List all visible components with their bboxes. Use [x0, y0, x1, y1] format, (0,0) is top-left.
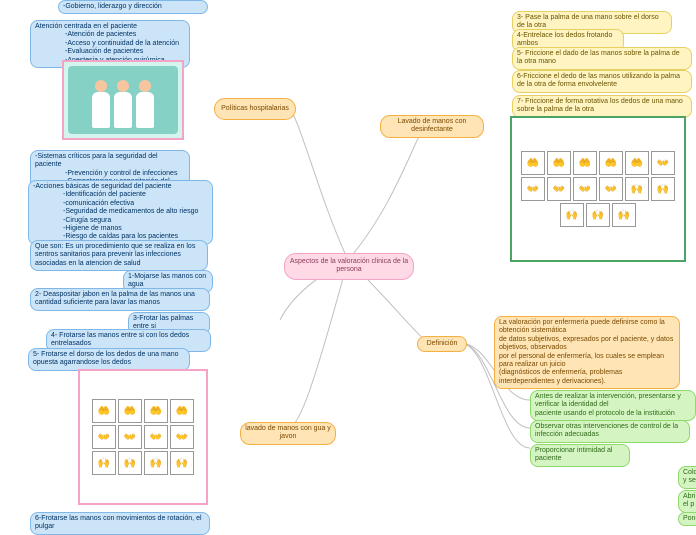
acciones-item: -Identificación del paciente	[63, 191, 208, 199]
proporcionar-node: Proporcionar intimidad al paciente	[530, 444, 630, 467]
step-cell: 👐	[118, 425, 142, 449]
step-cell: 👐	[144, 425, 168, 449]
acciones-item: -Higiene de manos	[63, 225, 208, 233]
lavado-desinf-node[interactable]: Lavado de manos con desinfectante	[380, 115, 484, 138]
step-cell: 🙌	[170, 451, 194, 475]
step6-node: 6-Frotarse las manos con movimientos de …	[30, 512, 210, 535]
atencion-title: Atención centrada en el paciente	[35, 23, 185, 31]
atencion-item: -Evaluación de pacientes	[65, 48, 185, 56]
r6-node: 6-Friccione el dedo de las manos utiliza…	[512, 70, 692, 93]
sistemas-title: -Sistemas críticos para la seguridad del…	[35, 153, 185, 170]
poner-node: Poner	[678, 512, 696, 526]
doctors-illustration	[62, 60, 184, 140]
step-cell: 🙌	[586, 203, 610, 227]
r7-node: 7- Friccione de forma rotativa los dedos…	[512, 95, 692, 118]
step-cell: 🙌	[625, 177, 649, 201]
step-cell: 🤲	[547, 151, 571, 175]
step-cell: 👐	[92, 425, 116, 449]
coloc-node: Coloc y sec	[678, 466, 696, 489]
acciones-title: -Acciones básicas de seguridad del pacie…	[33, 183, 208, 191]
step5-node: 5- Frotarse el dorso de los dedos de una…	[28, 348, 190, 371]
acciones-item: -comunicación efectiva	[63, 200, 208, 208]
sistemas-item: -Prevención y control de infecciones	[65, 170, 185, 178]
antes-node: Antes de realizar la intervención, prese…	[530, 390, 696, 421]
acciones-item: -Seguridad de medicamentos de alto riesg…	[63, 208, 208, 216]
r5-node: 5- Friccione el dado de las manos sobre …	[512, 47, 692, 70]
step-cell: 👐	[521, 177, 545, 201]
step-cell: 🤲	[118, 399, 142, 423]
step-cell: 🙌	[560, 203, 584, 227]
atencion-item: -Acceso y continuidad de la atención	[65, 40, 185, 48]
step-cell: 🙌	[92, 451, 116, 475]
step2-node: 2- Deaspositar jabon en la palma de las …	[30, 288, 210, 311]
observar-node: Observar otras intervenciones de control…	[530, 420, 690, 443]
step-cell: 🤲	[599, 151, 623, 175]
step-cell: 👐	[170, 425, 194, 449]
lavado-agua-node[interactable]: lavado de manos con gua y javon	[240, 422, 336, 445]
definicion-node[interactable]: Definición	[417, 336, 467, 352]
step-cell: 🤲	[144, 399, 168, 423]
step-cell: 🤲	[170, 399, 194, 423]
step-cell: 🤲	[521, 151, 545, 175]
politicas-node[interactable]: Políticas hospitalarias	[214, 98, 296, 120]
step-cell: 🙌	[651, 177, 675, 201]
step-cell: 👐	[599, 177, 623, 201]
handwash-steps-illustration: 🤲 🤲 🤲 🤲 👐 👐 👐 👐 🙌 🙌 🙌 🙌	[78, 369, 208, 505]
def-text-node: La valoración por enfermería puede defin…	[494, 316, 680, 389]
gobierno-node: -Gobierno, liderazgo y dirección	[58, 0, 208, 14]
que-son-node: Que son: Es un procedimiento que se real…	[30, 240, 208, 271]
step-cell: 🙌	[612, 203, 636, 227]
atencion-item: -Atención de pacientes	[65, 31, 185, 39]
step-cell: 🤲	[573, 151, 597, 175]
step-cell: 🙌	[118, 451, 142, 475]
abri-node: Abri ni el p	[678, 490, 696, 513]
center-title[interactable]: Aspectos de la valoración clinica de la …	[284, 253, 414, 280]
acciones-item: -Cirugía segura	[63, 217, 208, 225]
disinfect-steps-illustration: 🤲 🤲 🤲 🤲 🤲 👐 👐 👐 👐 👐 🙌 🙌 🙌 🙌 🙌	[510, 116, 686, 262]
step-cell: 👐	[573, 177, 597, 201]
acciones-node: -Acciones básicas de seguridad del pacie…	[28, 180, 213, 245]
step-cell: 🤲	[625, 151, 649, 175]
step-cell: 🙌	[144, 451, 168, 475]
step-cell: 🤲	[92, 399, 116, 423]
step-cell: 👐	[547, 177, 571, 201]
step-cell: 👐	[651, 151, 675, 175]
